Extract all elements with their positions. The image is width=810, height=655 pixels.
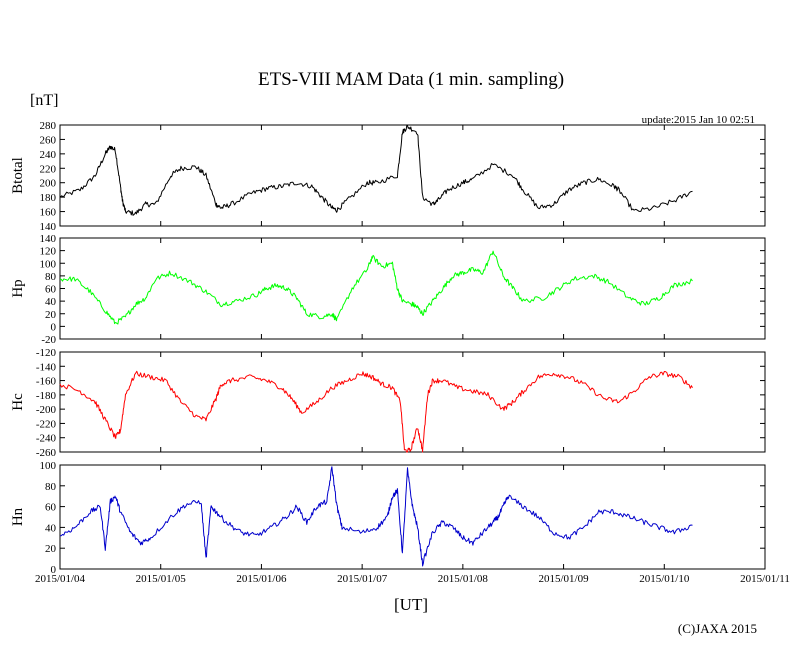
y-axis-label-hn: Hn <box>10 507 26 526</box>
y-tick-label: -220 <box>36 418 57 430</box>
copyright-credit: (C)JAXA 2015 <box>678 621 757 636</box>
y-tick-label: 240 <box>40 149 57 161</box>
y-tick-label: 40 <box>45 522 57 534</box>
x-tick-label: 2015/01/11 <box>740 573 790 585</box>
y-tick-label: 0 <box>51 564 57 576</box>
y-axis-label-btotal: Btotal <box>10 157 26 194</box>
y-tick-label: 180 <box>40 192 57 204</box>
panel-frame <box>59 124 766 227</box>
panel-hn: 0 20 40 60 80 100 Hn <box>10 460 766 576</box>
y-tick-label: -120 <box>36 347 57 359</box>
chart-panels: 140160180200220240260280Btotal-200204060… <box>10 120 766 576</box>
y-tick-label: 120 <box>40 246 57 258</box>
chart-title: ETS-VIII MAM Data (1 min. sampling) <box>258 69 564 90</box>
y-tick-label: 160 <box>40 207 57 219</box>
update-timestamp: update:2015 Jan 10 02:51 <box>642 114 755 126</box>
y-axis-label-hp: Hp <box>10 279 26 297</box>
panel-frame <box>59 351 766 453</box>
y-tick-label: 20 <box>45 543 57 555</box>
x-tick-label: 2015/01/04 <box>35 573 86 585</box>
series-line-hp <box>59 250 693 325</box>
panel-frame <box>59 237 766 340</box>
y-tick-label: -200 <box>36 404 57 416</box>
y-tick-label: 40 <box>45 296 57 308</box>
y-axis-label-hc: Hc <box>10 393 26 411</box>
y-tick-label: 140 <box>40 233 57 245</box>
y-tick-label: 100 <box>40 460 57 472</box>
panel-frame <box>59 464 766 570</box>
x-axis-tick-labels: 2015/01/04 2015/01/05 2015/01/06 2015/01/07… <box>35 573 790 585</box>
series-line-btotal <box>59 124 693 216</box>
x-tick-label: 2015/01/08 <box>438 573 489 585</box>
y-tick-label: 60 <box>45 284 57 296</box>
y-tick-label: -20 <box>41 334 56 346</box>
y-tick-label: 260 <box>40 134 57 146</box>
y-tick-label: 220 <box>40 163 57 175</box>
y-tick-label: 0 <box>51 321 57 333</box>
y-tick-label: -240 <box>36 433 57 445</box>
x-tick-label: 2015/01/09 <box>539 573 590 585</box>
x-tick-label: 2015/01/07 <box>337 573 388 585</box>
panel-hc: -260 -240 -220 -200 -180 -160 -140 -120 Hc <box>10 347 766 459</box>
x-tick-label: 2015/01/05 <box>136 573 187 585</box>
x-axis-label: [UT] <box>394 595 428 614</box>
panel-btotal: 140 160 180 200 220 240 260 280 Btotal <box>10 120 766 233</box>
series-line-hn <box>60 466 693 567</box>
y-tick-label: 80 <box>45 271 57 283</box>
y-tick-label: 20 <box>45 309 57 321</box>
y-tick-label: 280 <box>40 120 57 132</box>
y-tick-label: -180 <box>36 390 57 402</box>
x-tick-label: 2015/01/06 <box>236 573 287 585</box>
y-tick-label: 100 <box>40 258 57 270</box>
y-tick-label: 200 <box>40 178 57 190</box>
y-tick-label: -260 <box>36 447 57 459</box>
y-tick-label: -160 <box>36 376 57 388</box>
unit-label: [nT] <box>30 92 58 109</box>
x-tick-label: 2015/01/10 <box>639 573 690 585</box>
y-tick-label: -140 <box>36 361 57 373</box>
series-line-hc <box>59 370 693 453</box>
y-tick-label: 60 <box>45 502 57 514</box>
y-tick-label: 140 <box>40 221 57 233</box>
y-tick-label: 80 <box>45 481 57 493</box>
